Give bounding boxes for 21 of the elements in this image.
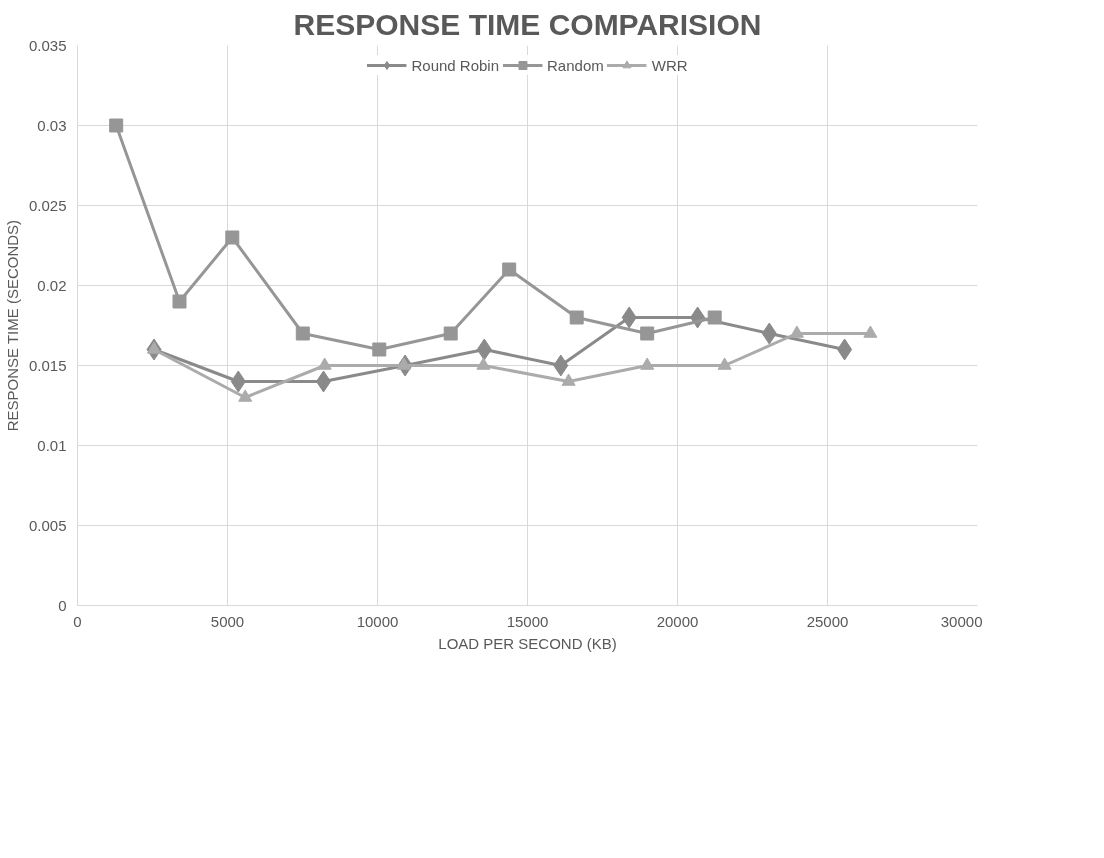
y-axis-title: RESPONSE TIME (SECONDS)	[3, 219, 21, 432]
x-tick-label: 25000	[806, 612, 849, 630]
legend-label: Round Robin	[411, 56, 500, 74]
y-tick-label: 0.01	[37, 436, 67, 454]
chart-title: RESPONSE TIME COMPARISION	[293, 7, 762, 41]
x-tick-label: 10000	[356, 612, 399, 630]
x-tick-label: 15000	[506, 612, 549, 630]
x-tick-label: 5000	[210, 612, 245, 630]
x-tick-label: 30000	[940, 612, 983, 630]
x-axis-title: LOAD PER SECOND (KB)	[438, 634, 617, 652]
y-tick-label: 0.005	[28, 516, 67, 534]
y-tick-label: 0.025	[28, 196, 67, 214]
y-tick-label: 0.035	[28, 36, 67, 54]
y-tick-label: 0.03	[37, 116, 67, 134]
x-tick-label: 20000	[656, 612, 699, 630]
x-tick-label: 0	[73, 612, 82, 630]
legend-label: WRR	[651, 56, 688, 74]
y-tick-label: 0	[58, 596, 67, 614]
legend-label: Random	[547, 56, 604, 74]
y-tick-label: 0.015	[28, 356, 67, 374]
y-tick-label: 0.02	[37, 276, 67, 294]
